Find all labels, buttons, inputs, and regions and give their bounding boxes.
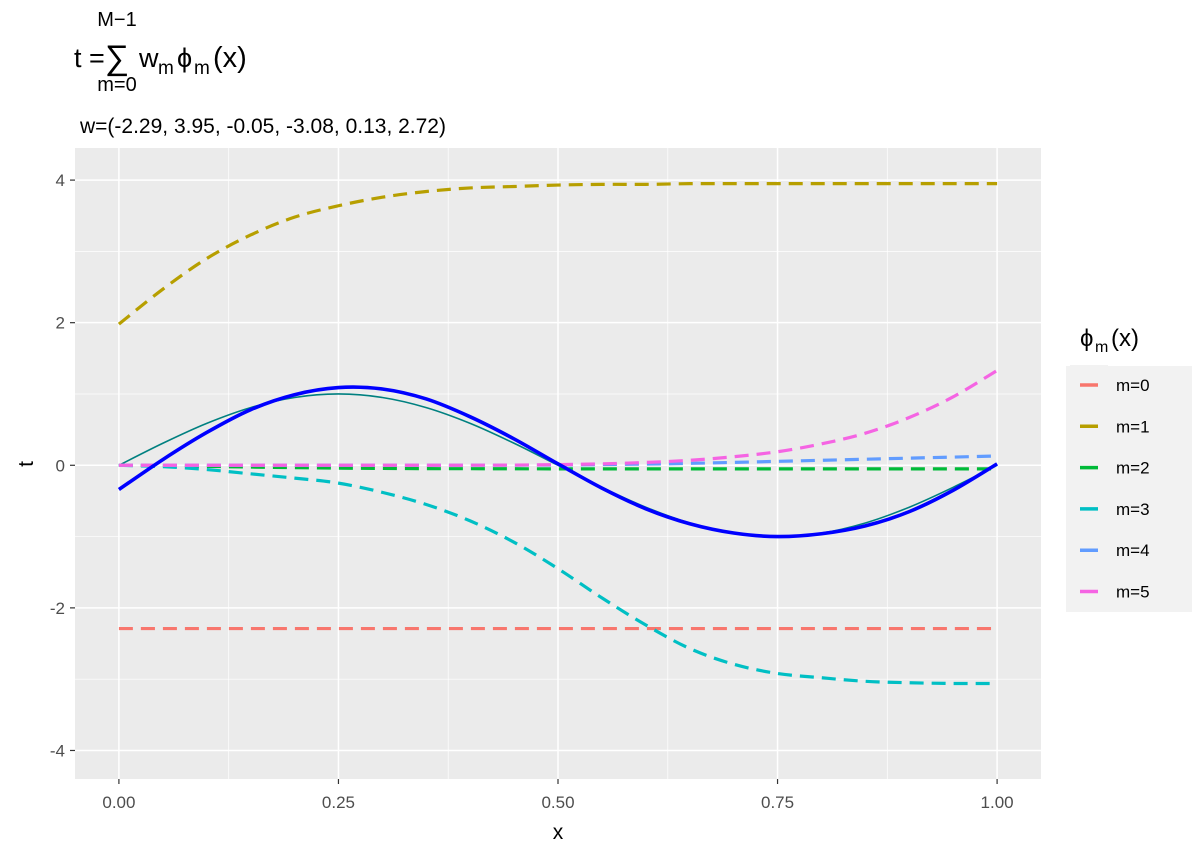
legend-title-arg: (x) <box>1111 325 1139 352</box>
y-tick-label: 4 <box>56 171 65 190</box>
fit-curve <box>117 385 999 539</box>
x-axis: 0.00 0.25 0.50 0.75 1.00 <box>102 779 1014 812</box>
legend-items: m=0 m=1 m=2 m=3 m=4 m=5 <box>1066 365 1192 612</box>
legend-label-m=0: m=0 <box>1116 376 1150 395</box>
chart-title: t = M−1 ∑ m=0 w m ϕ m (x) <box>74 9 247 96</box>
y-axis: -4 -2 0 2 4 <box>50 171 75 760</box>
title-phi-sub: m <box>194 58 210 79</box>
x-tick-label: 0.00 <box>102 793 135 812</box>
y-tick-label: 2 <box>56 314 65 333</box>
x-tick-label: 0.75 <box>761 793 794 812</box>
legend: ϕ m (x) m=0 m=1 m=2 m=3 m=4 m=5 <box>1066 325 1192 612</box>
y-tick-label: -2 <box>50 599 65 618</box>
series-line-m=2 <box>118 463 998 471</box>
title-sum-bottom: m=0 <box>97 74 136 96</box>
series-line-m=5 <box>118 369 998 467</box>
chart-subtitle: w=(-2.29, 3.95, -0.05, -3.08, 0.13, 2.72… <box>79 115 446 138</box>
legend-label-m=3: m=3 <box>1116 500 1150 519</box>
title-phi: ϕ <box>177 43 192 73</box>
y-axis-title: t <box>15 461 38 467</box>
series-line-m=1 <box>117 181 998 326</box>
title-lhs: t = <box>74 43 105 73</box>
title-sum-symbol: ∑ <box>105 39 129 77</box>
x-tick-label: 0.25 <box>322 793 355 812</box>
title-sum-top: M−1 <box>97 9 136 31</box>
title-w-sub: m <box>158 58 174 79</box>
x-tick-label: 1.00 <box>981 793 1014 812</box>
legend-label-m=5: m=5 <box>1116 583 1150 602</box>
x-axis-title: x <box>553 821 564 844</box>
title-arg: (x) <box>213 42 247 74</box>
legend-label-m=2: m=2 <box>1116 459 1150 478</box>
series-line-m=3 <box>118 463 998 686</box>
x-tick-label: 0.50 <box>541 793 574 812</box>
legend-label-m=1: m=1 <box>1116 417 1150 436</box>
legend-title-phi: ϕ <box>1080 325 1093 352</box>
legend-label-m=4: m=4 <box>1116 541 1150 560</box>
legend-title-sub: m <box>1095 339 1108 356</box>
y-tick-label: 0 <box>56 456 65 475</box>
y-tick-label: -4 <box>50 741 65 760</box>
title-w: w <box>138 43 159 73</box>
series-layer <box>117 181 999 686</box>
